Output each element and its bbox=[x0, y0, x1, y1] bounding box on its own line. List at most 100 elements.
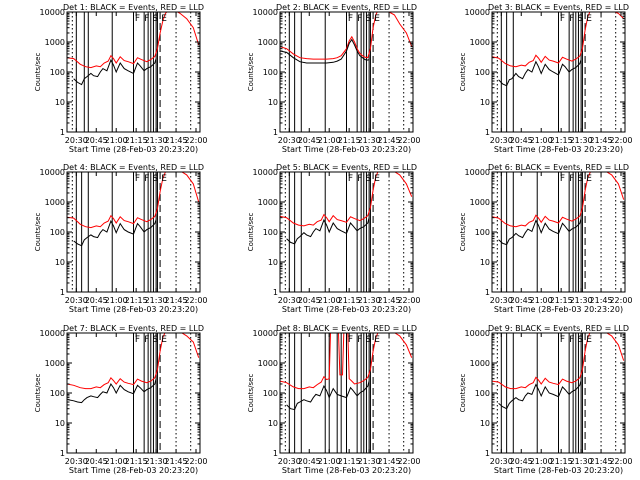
y-tick-label: 10 bbox=[268, 419, 278, 428]
x-tick-label: 21:30 bbox=[358, 136, 381, 145]
flag-label: F bbox=[569, 335, 574, 345]
x-tick-label: 21:00 bbox=[105, 457, 128, 466]
x-axis-label: Start Time (28-Feb-03 20:23:20) bbox=[494, 466, 623, 475]
x-tick-label: 20:30 bbox=[278, 136, 301, 145]
flag-label: E bbox=[161, 174, 167, 184]
flag-label: S bbox=[578, 335, 584, 345]
x-tick-label: 21:30 bbox=[358, 457, 381, 466]
x-tick-label: 21:15 bbox=[125, 136, 148, 145]
y-tick-label: 1 bbox=[60, 288, 65, 297]
y-tick-label: 10000 bbox=[465, 329, 490, 338]
flag-label: F bbox=[560, 14, 565, 24]
y-tick-label: 10000 bbox=[40, 168, 65, 177]
flag-label: F bbox=[348, 335, 353, 345]
lld-series-line bbox=[492, 172, 625, 228]
chart-panel-1: 1 10 100 1000 10000 20:3020:4521:0021:1521:30… bbox=[34, 3, 208, 154]
y-axis-label: Counts/sec bbox=[34, 53, 42, 92]
y-tick-label: 100 bbox=[50, 389, 65, 398]
flag-label: E bbox=[161, 335, 167, 345]
y-tick-label: 10 bbox=[480, 258, 490, 267]
x-tick-label: 21:00 bbox=[530, 136, 553, 145]
events-series-line bbox=[280, 38, 370, 64]
chart-panel-7: 1 10 100 1000 10000 20:3020:4521:0021:1521:30… bbox=[34, 324, 208, 475]
x-tick-label: 21:00 bbox=[318, 136, 341, 145]
y-tick-label: 1 bbox=[60, 449, 65, 458]
x-axis-label: Start Time (28-Feb-03 20:23:20) bbox=[282, 466, 411, 475]
x-tick-label: 21:15 bbox=[338, 457, 361, 466]
y-tick-label: 1000 bbox=[470, 198, 490, 207]
x-axis-label: Start Time (28-Feb-03 20:23:20) bbox=[494, 145, 623, 154]
y-tick-label: 10 bbox=[55, 98, 65, 107]
y-tick-label: 1 bbox=[273, 128, 278, 137]
x-tick-label: 22:00 bbox=[609, 457, 632, 466]
chart-panel-4: 1 10 100 1000 10000 20:3020:4521:0021:1521:30… bbox=[34, 163, 208, 314]
x-tick-label: 21:15 bbox=[550, 296, 573, 305]
flag-label: E bbox=[586, 174, 592, 184]
flag-label: E bbox=[374, 335, 380, 345]
chart-title: Det 3: BLACK = Events, RED = LLD bbox=[488, 3, 629, 12]
x-tick-label: 22:00 bbox=[397, 296, 420, 305]
events-series-line bbox=[498, 218, 582, 246]
x-tick-label: 21:30 bbox=[145, 296, 168, 305]
flag-label: F bbox=[560, 335, 565, 345]
y-tick-label: 1000 bbox=[258, 38, 278, 47]
events-series-line bbox=[68, 378, 157, 404]
x-tick-label: 22:00 bbox=[397, 136, 420, 145]
y-axis-label: Counts/sec bbox=[459, 53, 467, 92]
y-axis-label: Counts/sec bbox=[247, 213, 255, 252]
y-tick-label: 1000 bbox=[470, 359, 490, 368]
lld-series-line bbox=[67, 172, 200, 229]
flag-label: F bbox=[144, 174, 149, 184]
y-tick-label: 1 bbox=[60, 128, 65, 137]
flag-label: F bbox=[135, 174, 140, 184]
y-axis-label: Counts/sec bbox=[247, 374, 255, 413]
events-series-line bbox=[498, 59, 582, 87]
lld-series-line bbox=[492, 12, 625, 68]
y-axis-label: Counts/sec bbox=[34, 374, 42, 413]
x-tick-label: 20:45 bbox=[510, 136, 533, 145]
x-axis-label: Start Time (28-Feb-03 20:23:20) bbox=[494, 305, 623, 314]
events-series-line bbox=[286, 380, 370, 411]
flag-label: S bbox=[153, 335, 159, 345]
x-axis-label: Start Time (28-Feb-03 20:23:20) bbox=[282, 305, 411, 314]
x-tick-label: 21:45 bbox=[590, 136, 613, 145]
x-tick-label: 20:30 bbox=[65, 136, 88, 145]
x-tick-label: 21:30 bbox=[570, 457, 593, 466]
x-axis-label: Start Time (28-Feb-03 20:23:20) bbox=[69, 145, 198, 154]
x-axis-label: Start Time (28-Feb-03 20:23:20) bbox=[69, 305, 198, 314]
x-tick-label: 21:45 bbox=[378, 457, 401, 466]
x-tick-label: 21:45 bbox=[378, 136, 401, 145]
flag-label: F bbox=[144, 14, 149, 24]
y-tick-label: 10 bbox=[55, 258, 65, 267]
x-tick-label: 20:45 bbox=[298, 457, 321, 466]
y-axis-label: Counts/sec bbox=[459, 374, 467, 413]
chart-panel-8: 1 10 100 1000 10000 20:3020:4521:0021:1521:30… bbox=[247, 324, 421, 475]
flag-label: F bbox=[348, 174, 353, 184]
x-tick-label: 21:00 bbox=[105, 296, 128, 305]
x-tick-label: 21:00 bbox=[530, 457, 553, 466]
y-tick-label: 100 bbox=[50, 68, 65, 77]
x-axis-label: Start Time (28-Feb-03 20:23:20) bbox=[282, 145, 411, 154]
x-tick-label: 21:15 bbox=[550, 457, 573, 466]
chart-title: Det 1: BLACK = Events, RED = LLD bbox=[63, 3, 204, 12]
y-tick-label: 10000 bbox=[40, 329, 65, 338]
chart-title: Det 6: BLACK = Events, RED = LLD bbox=[488, 163, 629, 172]
events-series-line bbox=[73, 219, 157, 247]
y-tick-label: 1000 bbox=[470, 38, 490, 47]
flag-label: S bbox=[578, 14, 584, 24]
chart-title: Det 4: BLACK = Events, RED = LLD bbox=[63, 163, 204, 172]
lld-series-line bbox=[492, 333, 625, 390]
events-series-line bbox=[73, 58, 157, 86]
y-axis-label: Counts/sec bbox=[459, 213, 467, 252]
x-tick-label: 21:00 bbox=[530, 296, 553, 305]
x-tick-label: 21:00 bbox=[318, 457, 341, 466]
x-tick-label: 21:15 bbox=[550, 136, 573, 145]
y-tick-label: 1000 bbox=[258, 198, 278, 207]
x-tick-label: 20:45 bbox=[85, 136, 108, 145]
x-tick-label: 20:30 bbox=[278, 296, 301, 305]
lld-series-line bbox=[280, 12, 413, 60]
y-tick-label: 10 bbox=[268, 258, 278, 267]
x-tick-label: 21:00 bbox=[318, 296, 341, 305]
chart-panel-5: 1 10 100 1000 10000 20:3020:4521:0021:1521:30… bbox=[247, 163, 421, 314]
y-tick-label: 10 bbox=[480, 98, 490, 107]
